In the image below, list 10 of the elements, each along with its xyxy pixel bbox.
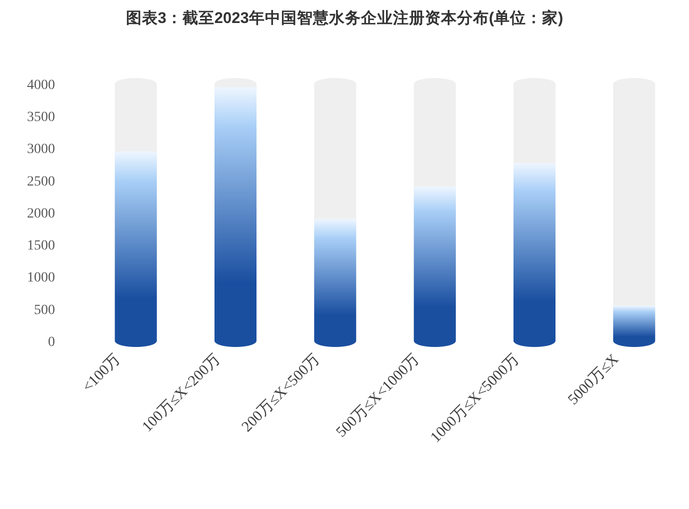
y-tick-label: 1000 bbox=[27, 270, 55, 286]
y-tick-label: 1500 bbox=[27, 238, 55, 254]
y-tick-label: 2000 bbox=[27, 206, 55, 222]
y-tick-label: 3000 bbox=[27, 142, 55, 158]
chart-title: 图表3：截至2023年中国智慧水务企业注册资本分布(单位：家) bbox=[126, 8, 564, 27]
y-tick-label: 0 bbox=[48, 334, 55, 350]
y-tick-label: 3500 bbox=[27, 110, 55, 126]
y-tick-label: 2500 bbox=[27, 174, 55, 190]
y-tick-label: 500 bbox=[34, 302, 55, 318]
y-tick-label: 4000 bbox=[27, 78, 55, 93]
